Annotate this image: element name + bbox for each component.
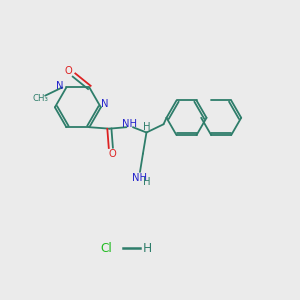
Text: H: H [143,122,151,132]
Text: Cl: Cl [100,242,112,255]
Text: N: N [56,81,64,91]
Text: H: H [142,242,152,254]
Text: H: H [143,177,150,187]
Text: NH: NH [132,173,147,183]
Text: CH₃: CH₃ [33,94,49,103]
Text: O: O [65,66,73,76]
Text: O: O [108,149,116,159]
Text: N: N [100,99,108,110]
Text: NH: NH [122,119,137,129]
